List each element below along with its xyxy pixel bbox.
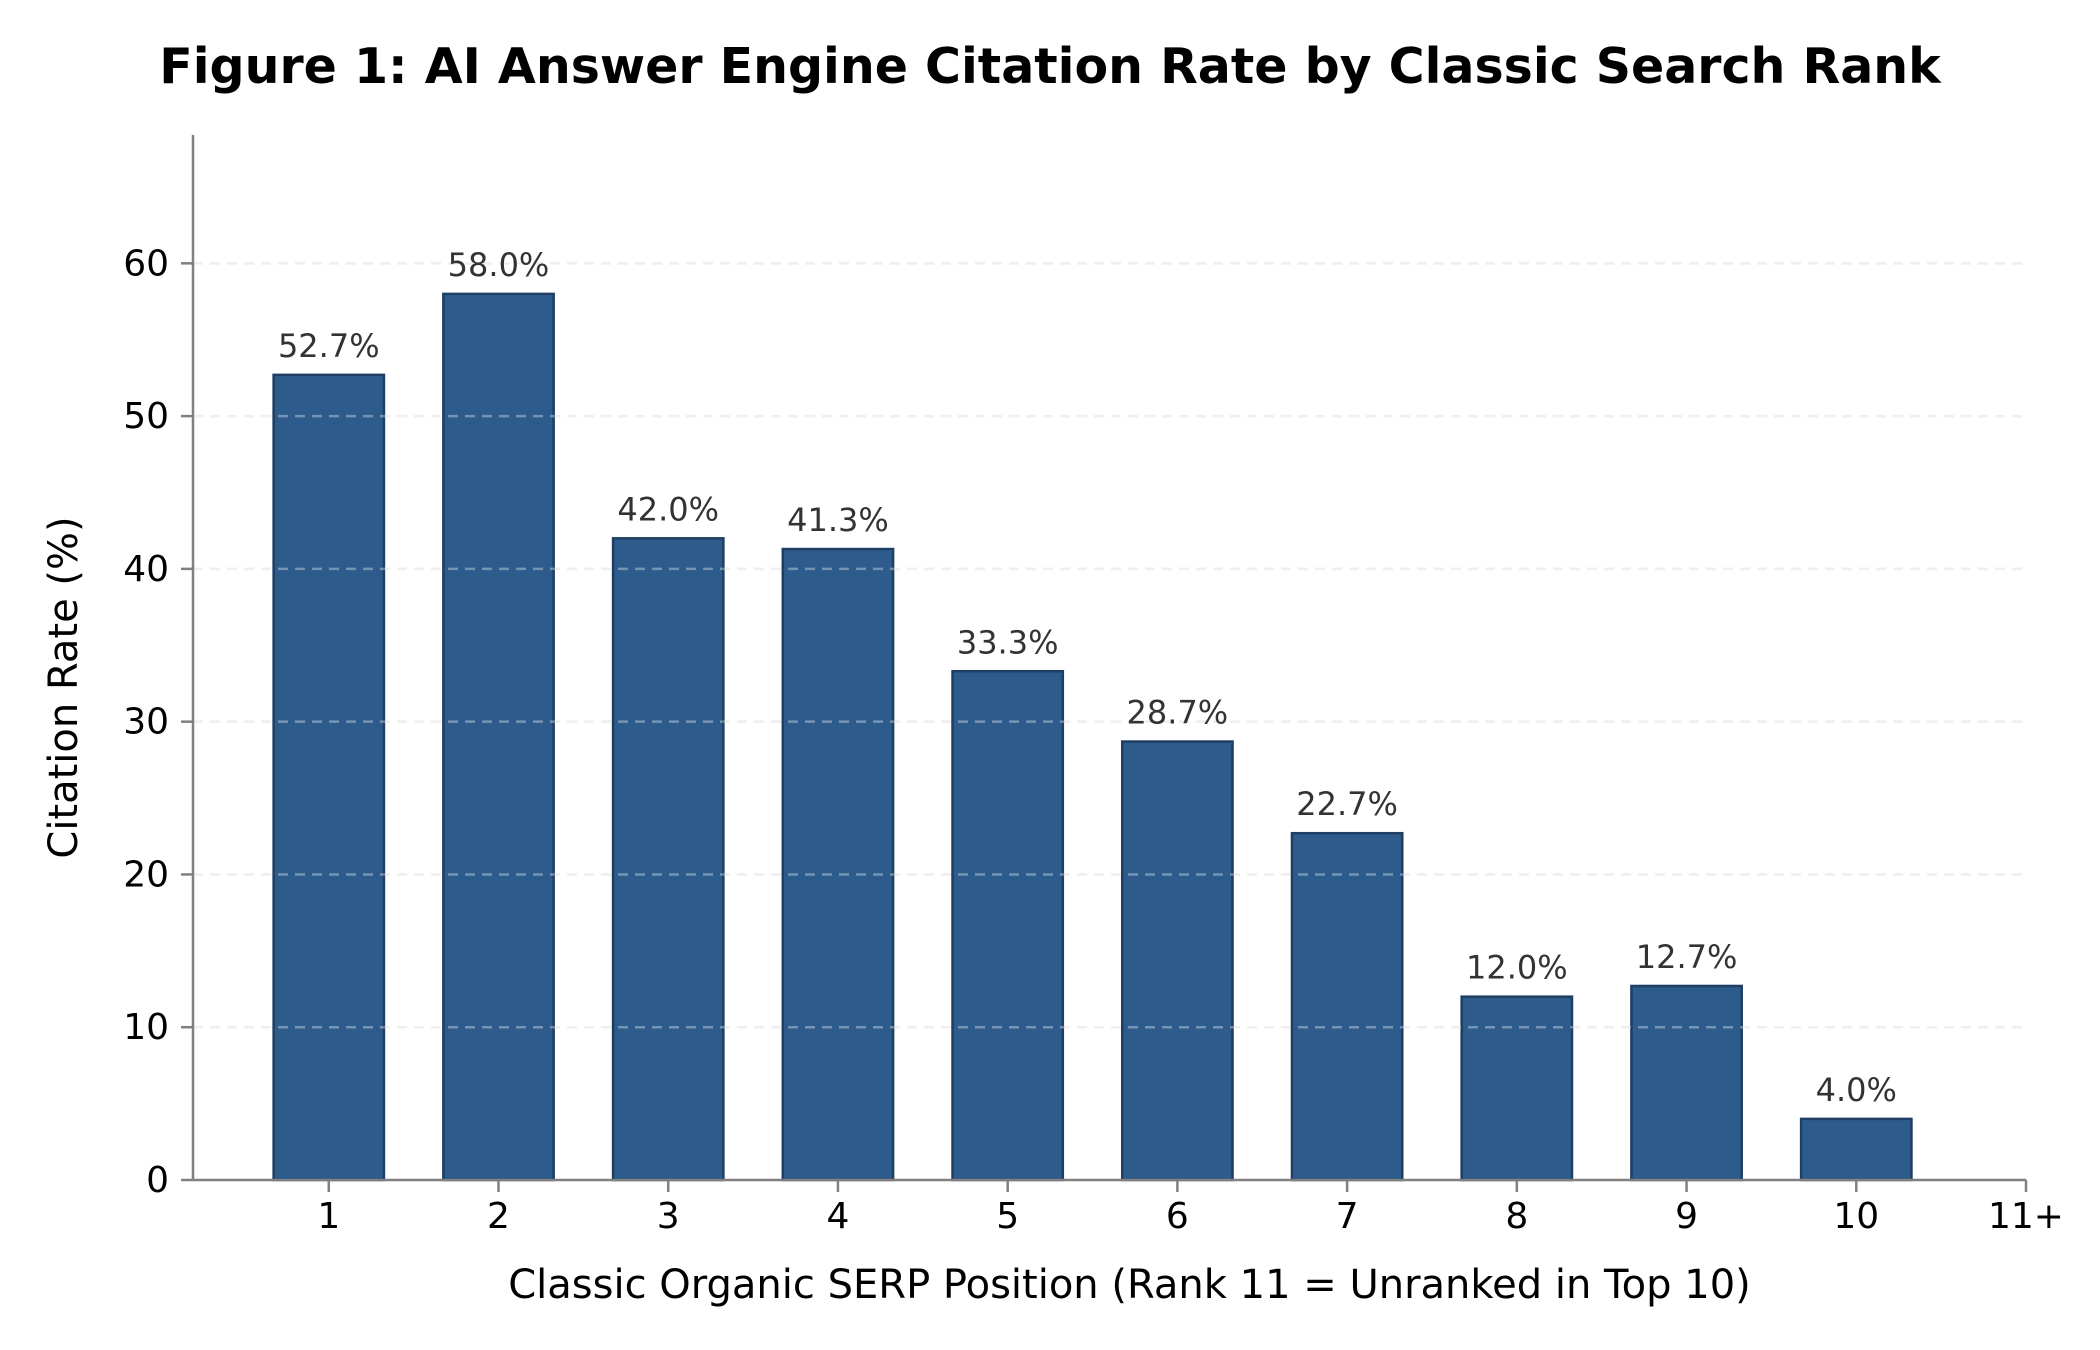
y-tick-label: 30 [123, 702, 169, 743]
x-tick-label: 4 [826, 1196, 849, 1237]
x-tick-label: 3 [657, 1196, 680, 1237]
data-label: 58.0% [448, 246, 550, 284]
x-tick-label: 7 [1336, 1196, 1359, 1237]
data-label: 12.7% [1636, 938, 1738, 976]
bar-7 [1290, 831, 1404, 1182]
x-tick-label: 8 [1505, 1196, 1528, 1237]
x-tick-label: 11+ [1988, 1196, 2064, 1237]
bar-8 [1460, 995, 1574, 1182]
bar-10 [1799, 1117, 1913, 1182]
bar-5 [951, 670, 1065, 1182]
data-label: 22.7% [1296, 785, 1398, 823]
x-tick-label: 6 [1166, 1196, 1189, 1237]
bar-6 [1120, 740, 1234, 1182]
y-tick-label: 0 [146, 1160, 169, 1201]
x-tick-label: 5 [996, 1196, 1019, 1237]
y-tick-label: 60 [123, 243, 169, 284]
y-tick-label: 20 [123, 854, 169, 895]
bar-9 [1630, 984, 1743, 1182]
data-label: 4.0% [1816, 1071, 1897, 1109]
bar-2 [442, 292, 555, 1182]
chart-title: Figure 1: AI Answer Engine Citation Rate… [159, 38, 1941, 95]
bar-4 [781, 547, 895, 1182]
data-label: 52.7% [278, 327, 380, 365]
y-axis-label: Citation Rate (%) [41, 516, 87, 858]
data-label: 12.0% [1466, 949, 1568, 987]
y-tick-label: 10 [123, 1007, 169, 1048]
data-label: 28.7% [1127, 694, 1229, 732]
bar-1 [272, 373, 386, 1182]
x-tick-label: 10 [1833, 1196, 1879, 1237]
data-label: 41.3% [787, 501, 889, 539]
data-label: 33.3% [957, 623, 1059, 661]
data-label: 42.0% [617, 490, 719, 528]
x-tick-label: 1 [317, 1196, 340, 1237]
x-tick-label: 2 [487, 1196, 510, 1237]
x-tick-label: 9 [1675, 1196, 1698, 1237]
y-tick-label: 40 [123, 549, 169, 590]
y-tick-label: 50 [123, 396, 169, 437]
x-axis-label: Classic Organic SERP Position (Rank 11 =… [508, 1262, 1751, 1308]
bar-3 [611, 537, 725, 1182]
